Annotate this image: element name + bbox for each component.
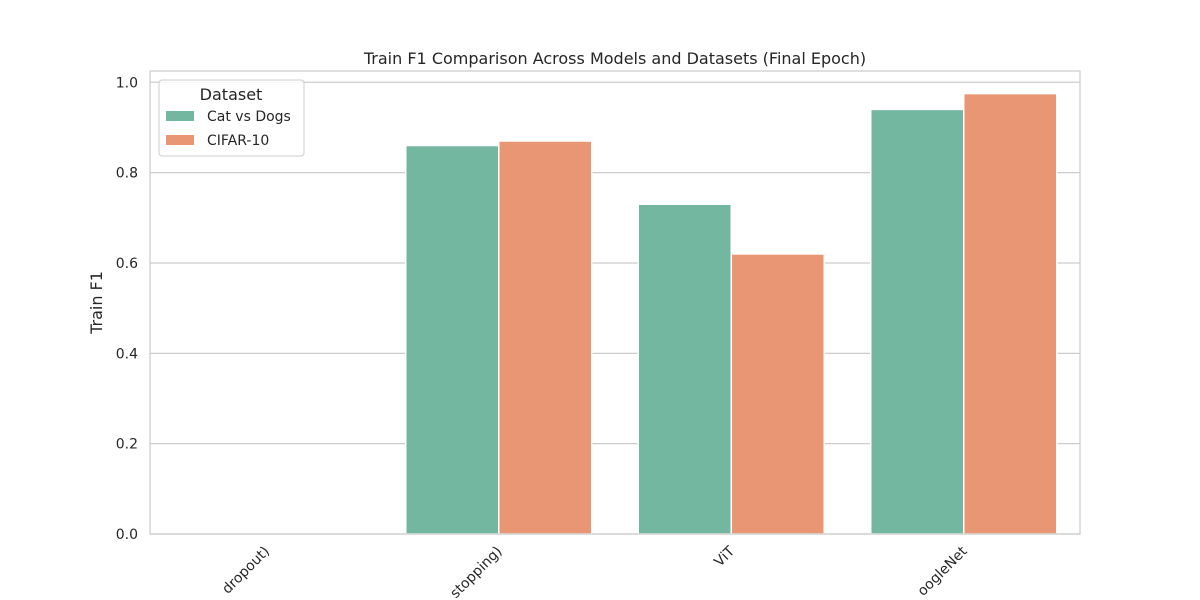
x-tick-label: dropout) — [219, 544, 273, 598]
legend-label: Cat vs Dogs — [207, 109, 291, 125]
bar — [637, 203, 732, 535]
x-ticks: dropout) stopping) ViT oogleNet — [219, 543, 971, 600]
plot-frame — [149, 70, 1081, 535]
legend-swatch — [166, 135, 194, 145]
bar — [963, 92, 1058, 535]
y-tick-label: 0.4 — [116, 346, 138, 362]
x-tick-label: stopping) — [447, 544, 505, 600]
x-tick-label: oogleNet — [915, 543, 971, 599]
y-axis-label: Train F1 — [87, 271, 106, 335]
bar — [870, 108, 965, 535]
bars — [405, 92, 1058, 535]
bar — [730, 253, 825, 535]
chart-title: Train F1 Comparison Across Models and Da… — [363, 49, 866, 68]
y-tick-label: 0.8 — [116, 166, 138, 182]
legend-label: CIFAR-10 — [207, 133, 269, 149]
legend-items: Cat vs Dogs CIFAR-10 — [166, 109, 291, 149]
legend-title: Dataset — [200, 85, 263, 104]
x-tick-label: ViT — [711, 543, 738, 570]
bar — [498, 140, 593, 535]
legend-swatch — [166, 111, 194, 121]
legend-box — [158, 79, 305, 157]
bar — [405, 144, 500, 535]
y-tick-label: 0.0 — [116, 527, 138, 543]
y-tick-label: 0.6 — [116, 256, 138, 272]
legend: Dataset Cat vs Dogs CIFAR-10 — [158, 79, 305, 157]
y-ticks: 0.0 0.2 0.4 0.6 0.8 1.0 — [116, 75, 138, 543]
y-tick-label: 0.2 — [116, 437, 138, 453]
y-tick-label: 1.0 — [116, 75, 138, 91]
